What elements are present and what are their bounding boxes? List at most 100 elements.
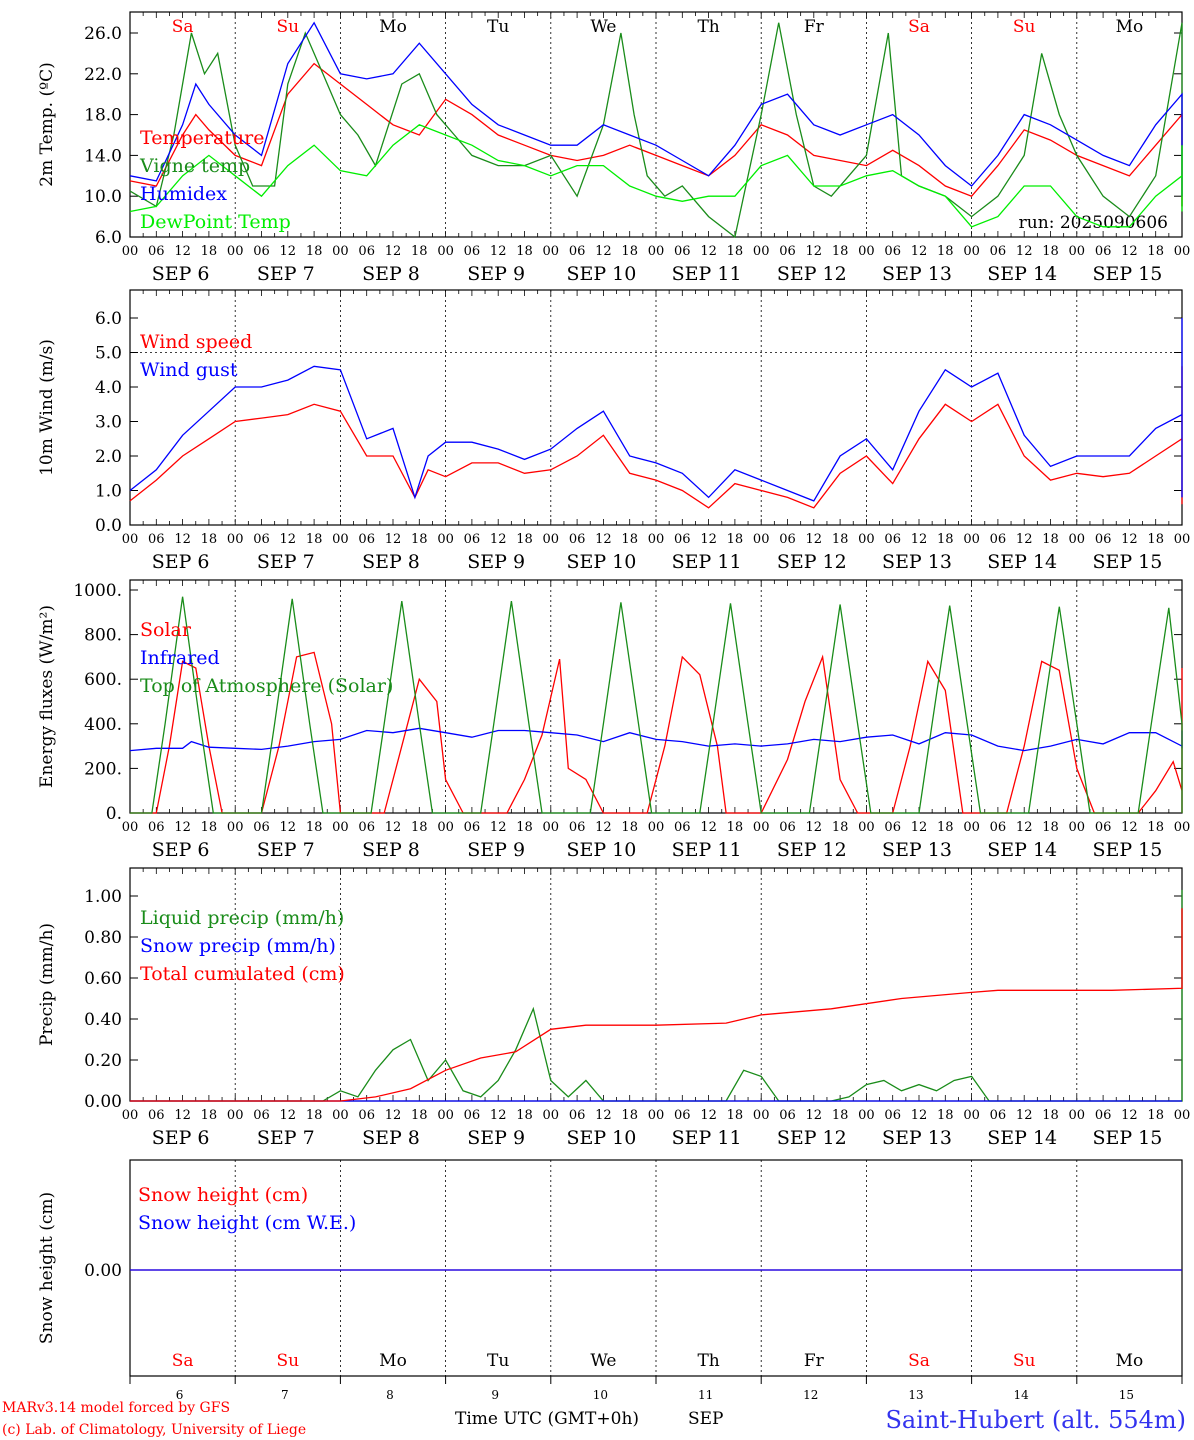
y-axis-label: 10m Wind (m/s): [37, 339, 57, 476]
hour-tick-label: 06: [779, 244, 796, 259]
date-label: SEP 15: [1092, 839, 1162, 861]
hour-tick-label: 00: [437, 244, 454, 259]
hour-tick-label: 06: [569, 532, 586, 547]
series-line-dewpoint-temp: [129, 124, 1183, 228]
date-number-label: 12: [803, 1388, 818, 1402]
panel-1: 6.0 10.0 14.0 18.0 22.0 26.0 2m Temp. (ºC) Temp…: [37, 11, 1191, 285]
hour-tick-label: 12: [1016, 532, 1033, 547]
hour-tick-label: 00: [1174, 244, 1191, 259]
y-tick-label: 600.: [84, 670, 122, 690]
date-label: SEP 13: [882, 551, 952, 573]
hour-tick-label: 00: [1069, 820, 1086, 835]
legend-entry: Solar: [140, 619, 192, 641]
date-number-label: 11: [698, 1388, 713, 1402]
hour-tick-label: 18: [516, 1108, 533, 1123]
date-label: SEP 11: [672, 839, 742, 861]
date-label: SEP 7: [257, 839, 315, 861]
date-label: SEP 14: [987, 1127, 1057, 1149]
legend-entry: Snow height (cm): [138, 1184, 308, 1206]
hour-tick-label: 12: [806, 1108, 823, 1123]
hour-tick-label: 18: [1042, 1108, 1059, 1123]
date-number-label: 9: [491, 1388, 499, 1402]
hour-tick-label: 12: [1121, 1108, 1138, 1123]
day-of-week-label: Su: [276, 17, 299, 37]
hour-tick-label: 12: [490, 244, 507, 259]
hour-tick-label: 00: [332, 244, 349, 259]
hour-tick-label: 00: [332, 1108, 349, 1123]
hour-tick-label: 18: [727, 244, 744, 259]
day-of-week-label: Mo: [1116, 1351, 1144, 1371]
hour-tick-label: 12: [174, 532, 191, 547]
hour-tick-label: 18: [621, 820, 638, 835]
hour-tick-label: 18: [201, 532, 218, 547]
date-number-label: 7: [281, 1388, 289, 1402]
series-line-top-of-atmosphere-solar: [130, 596, 1183, 814]
y-tick-label: 5.0: [95, 344, 122, 364]
date-label: SEP 6: [152, 839, 210, 861]
y-tick-label: 2.0: [95, 447, 122, 467]
y-tick-label: 1000.: [73, 581, 122, 601]
hour-tick-label: 18: [411, 532, 428, 547]
day-of-week-label: We: [590, 1351, 616, 1371]
date-label: SEP 15: [1092, 263, 1162, 285]
day-of-week-label: Sa: [908, 17, 930, 37]
day-of-week-label: Th: [697, 17, 719, 37]
hour-tick-label: 06: [990, 820, 1007, 835]
day-of-week-label: Tu: [487, 17, 509, 37]
hour-tick-label: 00: [332, 820, 349, 835]
hour-tick-label: 18: [621, 1108, 638, 1123]
y-tick-label: 3.0: [95, 413, 122, 433]
date-label: SEP 13: [882, 839, 952, 861]
station-label: Saint-Hubert (alt. 554m): [885, 1406, 1186, 1434]
hour-tick-label: 18: [1042, 820, 1059, 835]
legend-entry: Humidex: [140, 183, 227, 205]
date-label: SEP 11: [672, 1127, 742, 1149]
hour-tick-label: 12: [911, 820, 928, 835]
day-of-week-label: Th: [697, 1351, 719, 1371]
date-number-label: 15: [1119, 1388, 1134, 1402]
day-of-week-label: Sa: [172, 1351, 194, 1371]
hour-tick-label: 06: [884, 532, 901, 547]
day-of-week-label: Tu: [487, 1351, 509, 1371]
hour-tick-label: 00: [122, 244, 139, 259]
legend-entry: Temperature: [140, 127, 264, 149]
day-of-week-label: Mo: [379, 17, 407, 37]
hour-tick-label: 00: [437, 820, 454, 835]
hour-tick-label: 06: [990, 532, 1007, 547]
date-label: SEP 8: [362, 551, 420, 573]
hour-tick-label: 00: [963, 1108, 980, 1123]
date-label: SEP 15: [1092, 1127, 1162, 1149]
hour-tick-label: 06: [569, 820, 586, 835]
credit-line-2: (c) Lab. of Climatology, University of L…: [2, 1422, 306, 1438]
hour-tick-label: 18: [832, 820, 849, 835]
hour-tick-label: 00: [543, 1108, 560, 1123]
legend-entry: Total cumulated (cm): [140, 963, 345, 985]
hour-tick-label: 06: [148, 820, 165, 835]
hour-tick-label: 00: [332, 532, 349, 547]
hour-tick-label: 12: [385, 532, 402, 547]
hour-tick-label: 00: [963, 244, 980, 259]
hour-tick-label: 12: [280, 820, 297, 835]
hour-tick-label: 06: [148, 244, 165, 259]
hour-tick-label: 06: [148, 1108, 165, 1123]
hour-tick-label: 18: [832, 244, 849, 259]
hour-tick-label: 12: [1121, 820, 1138, 835]
hour-tick-label: 18: [201, 244, 218, 259]
hour-tick-label: 12: [595, 820, 612, 835]
date-label: SEP 12: [777, 1127, 847, 1149]
hour-tick-label: 18: [306, 820, 323, 835]
hour-tick-label: 06: [990, 1108, 1007, 1123]
day-of-week-label: Su: [276, 1351, 299, 1371]
hour-tick-label: 06: [464, 820, 481, 835]
hour-tick-label: 18: [832, 1108, 849, 1123]
y-tick-label: 0.0: [95, 516, 122, 536]
hour-tick-label: 12: [280, 532, 297, 547]
hour-tick-label: 00: [543, 244, 560, 259]
hour-tick-label: 00: [648, 244, 665, 259]
legend-entry: DewPoint Temp: [140, 211, 291, 233]
hour-tick-label: 00: [122, 532, 139, 547]
y-axis-label: Snow height (cm): [37, 1192, 57, 1344]
date-label: SEP 6: [152, 1127, 210, 1149]
y-tick-label: 26.0: [84, 24, 122, 44]
hour-tick-label: 00: [1069, 532, 1086, 547]
